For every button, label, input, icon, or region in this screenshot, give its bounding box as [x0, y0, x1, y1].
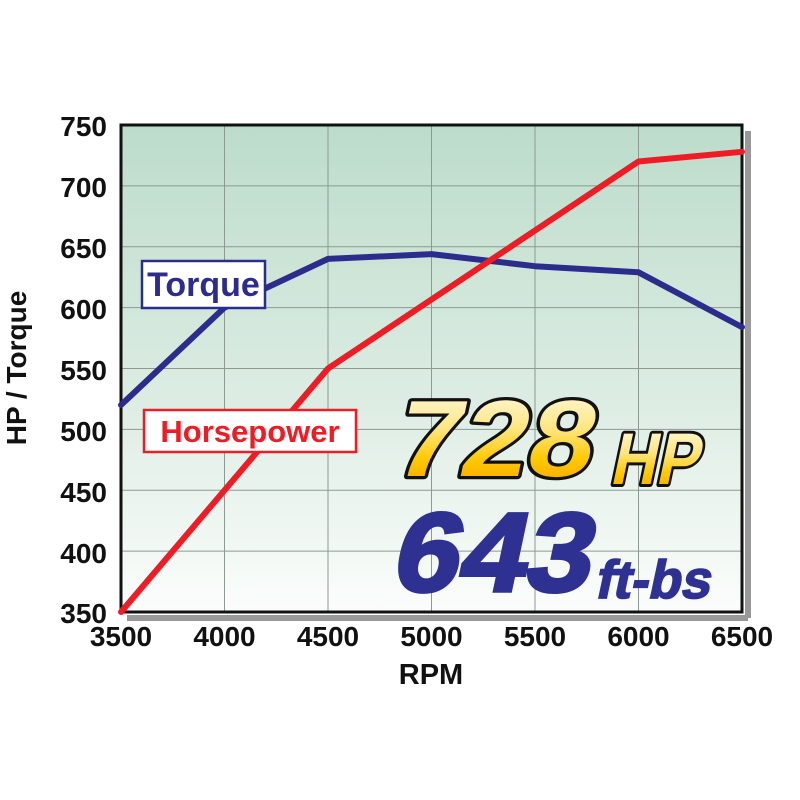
svg-text:HP / Torque: HP / Torque: [1, 291, 32, 446]
svg-text:650: 650: [60, 233, 107, 264]
svg-text:5000: 5000: [400, 621, 462, 652]
svg-text:450: 450: [60, 477, 107, 508]
svg-text:Torque: Torque: [147, 266, 260, 304]
svg-text:4000: 4000: [193, 621, 255, 652]
svg-text:3500: 3500: [90, 621, 152, 652]
svg-text:HP: HP: [606, 418, 711, 500]
svg-text:ft-bs: ft-bs: [592, 549, 720, 609]
svg-text:400: 400: [60, 538, 107, 569]
svg-text:750: 750: [60, 111, 107, 142]
svg-text:RPM: RPM: [399, 659, 463, 691]
svg-text:643: 643: [384, 489, 609, 614]
svg-text:6500: 6500: [711, 621, 773, 652]
svg-text:728: 728: [386, 378, 610, 500]
svg-text:600: 600: [60, 294, 107, 325]
svg-text:Horsepower: Horsepower: [160, 414, 339, 449]
svg-text:550: 550: [60, 355, 107, 386]
svg-text:4500: 4500: [297, 621, 359, 652]
svg-text:500: 500: [60, 416, 107, 447]
svg-text:5500: 5500: [504, 621, 566, 652]
svg-text:6000: 6000: [607, 621, 669, 652]
svg-text:700: 700: [60, 172, 107, 203]
